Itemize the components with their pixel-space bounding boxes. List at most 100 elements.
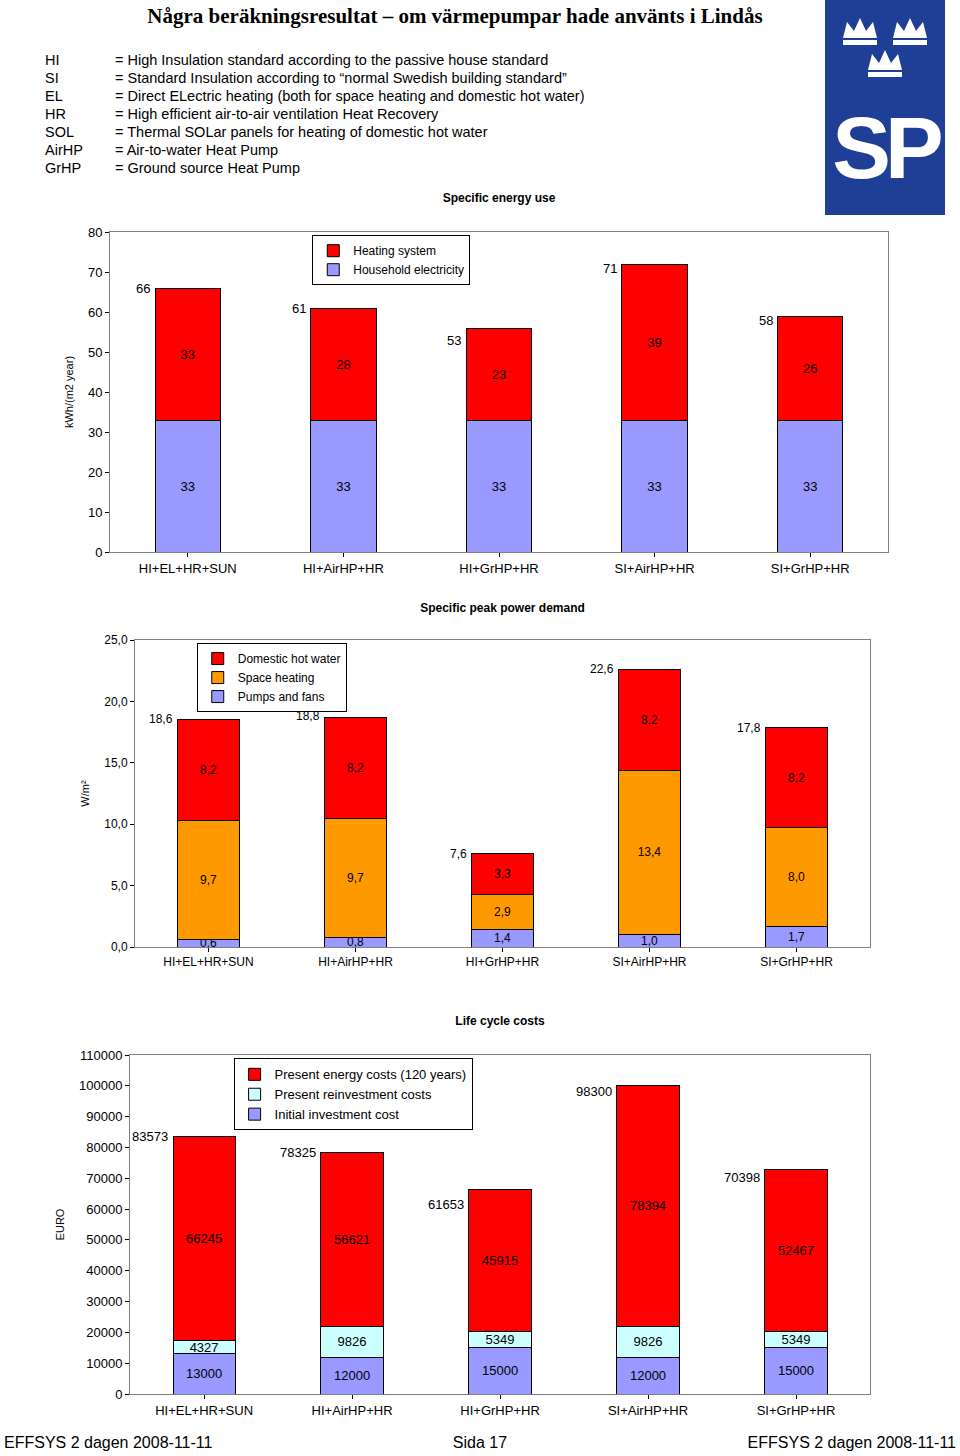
svg-text:28: 28 [336,357,350,372]
svg-text:5349: 5349 [486,1332,515,1347]
svg-text:39: 39 [647,335,661,350]
svg-text:Present energy costs (120 year: Present energy costs (120 years) [275,1067,466,1082]
svg-text:45915: 45915 [482,1253,518,1268]
svg-text:18,8: 18,8 [296,709,320,723]
svg-text:13,4: 13,4 [638,845,662,859]
svg-text:23: 23 [492,367,506,382]
svg-text:78394: 78394 [630,1198,666,1213]
svg-text:W/m²: W/m² [79,780,91,807]
svg-text:60000: 60000 [86,1202,122,1217]
svg-text:SI+GrHP+HR: SI+GrHP+HR [757,1403,836,1418]
svg-text:9,7: 9,7 [347,871,364,885]
svg-text:HI+GrHP+HR: HI+GrHP+HR [459,561,538,576]
svg-text:70398: 70398 [724,1170,760,1185]
svg-text:20: 20 [88,465,102,480]
svg-text:56621: 56621 [334,1232,370,1247]
svg-text:61653: 61653 [428,1197,464,1212]
svg-text:0: 0 [115,1387,122,1402]
svg-text:SI+AirHP+HR: SI+AirHP+HR [612,955,686,969]
svg-text:9826: 9826 [338,1334,367,1349]
svg-text:HI+EL+HR+SUN: HI+EL+HR+SUN [163,955,253,969]
svg-text:58: 58 [759,313,773,328]
svg-text:18,6: 18,6 [149,712,173,726]
svg-text:80: 80 [88,225,102,240]
svg-text:53: 53 [447,333,461,348]
svg-text:3,3: 3,3 [494,867,511,881]
svg-text:110000: 110000 [80,1048,122,1063]
svg-text:kWh/(m2 year): kWh/(m2 year) [63,356,75,428]
svg-text:Specific energy use: Specific energy use [443,191,556,205]
svg-text:30: 30 [88,425,102,440]
svg-text:83573: 83573 [132,1129,168,1144]
svg-text:30000: 30000 [86,1294,122,1309]
svg-text:10000: 10000 [86,1356,122,1371]
svg-text:66245: 66245 [186,1231,222,1246]
svg-text:EURO: EURO [54,1208,66,1240]
svg-text:10: 10 [88,505,102,520]
svg-text:50: 50 [88,345,102,360]
svg-text:8,2: 8,2 [200,763,217,777]
svg-text:SI+GrHP+HR: SI+GrHP+HR [760,955,833,969]
svg-text:61: 61 [292,301,306,316]
svg-text:1,0: 1,0 [641,934,658,948]
svg-text:1,4: 1,4 [494,931,511,945]
svg-text:10,0: 10,0 [104,817,128,831]
svg-text:8,2: 8,2 [788,771,805,785]
svg-text:33: 33 [492,479,506,494]
svg-text:33: 33 [181,479,195,494]
svg-text:71: 71 [603,261,617,276]
svg-text:15000: 15000 [778,1363,814,1378]
svg-text:0,8: 0,8 [347,935,364,949]
svg-text:66: 66 [136,281,150,296]
svg-text:100000: 100000 [79,1078,122,1093]
svg-text:15000: 15000 [482,1363,518,1378]
svg-text:33: 33 [803,479,817,494]
svg-text:12000: 12000 [630,1368,666,1383]
svg-text:8,2: 8,2 [347,761,364,775]
svg-text:26: 26 [803,361,817,376]
svg-text:33: 33 [181,347,195,362]
svg-text:Initial investment cost: Initial investment cost [275,1107,400,1122]
svg-text:SI+AirHP+HR: SI+AirHP+HR [608,1403,688,1418]
svg-text:8,0: 8,0 [788,870,805,884]
svg-text:90000: 90000 [86,1109,122,1124]
svg-text:HI+AirHP+HR: HI+AirHP+HR [318,955,393,969]
svg-text:5,0: 5,0 [111,879,128,893]
svg-text:5349: 5349 [782,1332,811,1347]
svg-text:20000: 20000 [86,1325,122,1340]
svg-text:SI+GrHP+HR: SI+GrHP+HR [771,561,850,576]
svg-text:Specific peak power demand: Specific peak power demand [420,601,585,615]
svg-text:Household electricity: Household electricity [353,263,464,277]
svg-text:78325: 78325 [280,1145,316,1160]
svg-text:HI+AirHP+HR: HI+AirHP+HR [312,1403,393,1418]
svg-text:Life cycle costs: Life cycle costs [455,1014,545,1028]
svg-text:HI+EL+HR+SUN: HI+EL+HR+SUN [155,1403,253,1418]
svg-text:Present reinvestment costs: Present reinvestment costs [275,1087,432,1102]
svg-text:20,0: 20,0 [104,695,128,709]
svg-text:9826: 9826 [634,1334,663,1349]
svg-text:2,9: 2,9 [494,905,511,919]
svg-text:Heating system: Heating system [353,244,436,258]
svg-text:4327: 4327 [190,1340,219,1355]
svg-text:HI+EL+HR+SUN: HI+EL+HR+SUN [139,561,237,576]
svg-text:15,0: 15,0 [104,756,128,770]
svg-text:0: 0 [95,545,102,560]
svg-text:SP: SP [832,98,941,197]
svg-text:Pumps and fans: Pumps and fans [238,690,325,704]
svg-text:25,0: 25,0 [104,633,128,647]
svg-text:9,7: 9,7 [200,873,217,887]
svg-text:70: 70 [88,265,102,280]
svg-text:SI+AirHP+HR: SI+AirHP+HR [614,561,694,576]
svg-text:50000: 50000 [86,1232,122,1247]
svg-text:12000: 12000 [334,1368,370,1383]
svg-text:Domestic hot water: Domestic hot water [238,652,341,666]
svg-text:22,6: 22,6 [590,662,614,676]
svg-text:HI+GrHP+HR: HI+GrHP+HR [466,955,540,969]
svg-text:7,6: 7,6 [450,847,467,861]
svg-text:0,6: 0,6 [200,936,217,950]
svg-text:33: 33 [336,479,350,494]
svg-text:98300: 98300 [576,1084,612,1099]
svg-text:60: 60 [88,305,102,320]
svg-text:1,7: 1,7 [788,930,805,944]
svg-text:52467: 52467 [778,1243,814,1258]
